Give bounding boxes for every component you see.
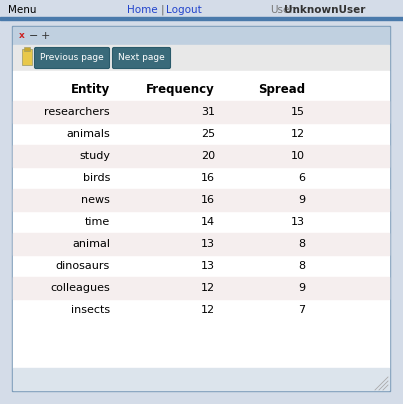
Bar <box>13 27 389 45</box>
Text: dinosaurs: dinosaurs <box>56 261 110 271</box>
Bar <box>13 71 389 368</box>
Text: User:: User: <box>270 5 297 15</box>
Text: x: x <box>19 32 25 40</box>
Bar <box>13 145 389 167</box>
Text: Spread: Spread <box>258 84 305 97</box>
Text: 6: 6 <box>298 173 305 183</box>
Text: 9: 9 <box>298 283 305 293</box>
Text: animal: animal <box>72 239 110 249</box>
Text: Entity: Entity <box>71 84 110 97</box>
Text: 16: 16 <box>201 195 215 205</box>
Text: 25: 25 <box>201 129 215 139</box>
Text: 12: 12 <box>291 129 305 139</box>
Text: 8: 8 <box>298 261 305 271</box>
Text: 13: 13 <box>201 261 215 271</box>
Bar <box>13 233 389 255</box>
Text: insects: insects <box>71 305 110 315</box>
Bar <box>13 45 389 71</box>
Text: UnknownUser: UnknownUser <box>284 5 366 15</box>
Text: 8: 8 <box>298 239 305 249</box>
Bar <box>13 368 389 390</box>
Text: Next page: Next page <box>118 53 165 63</box>
Text: researchers: researchers <box>44 107 110 117</box>
FancyBboxPatch shape <box>35 48 110 69</box>
Text: Logout: Logout <box>166 5 202 15</box>
Text: 14: 14 <box>201 217 215 227</box>
Text: |: | <box>160 5 164 15</box>
Text: news: news <box>81 195 110 205</box>
Text: study: study <box>79 151 110 161</box>
Text: +: + <box>40 31 50 41</box>
Text: time: time <box>85 217 110 227</box>
Text: Home: Home <box>127 5 158 15</box>
Text: Previous page: Previous page <box>40 53 104 63</box>
Text: 13: 13 <box>291 217 305 227</box>
Bar <box>13 189 389 211</box>
Text: Frequency: Frequency <box>146 84 215 97</box>
Text: −: − <box>29 31 39 41</box>
Text: 31: 31 <box>201 107 215 117</box>
Bar <box>24 47 30 51</box>
Text: 20: 20 <box>201 151 215 161</box>
Bar <box>13 101 389 123</box>
Text: 10: 10 <box>291 151 305 161</box>
Text: colleagues: colleagues <box>50 283 110 293</box>
Text: 12: 12 <box>201 305 215 315</box>
Text: 16: 16 <box>201 173 215 183</box>
Text: birds: birds <box>83 173 110 183</box>
Bar <box>0 17 403 20</box>
Text: 13: 13 <box>201 239 215 249</box>
Text: 7: 7 <box>298 305 305 315</box>
Text: 12: 12 <box>201 283 215 293</box>
Bar <box>22 49 32 65</box>
Text: animals: animals <box>66 129 110 139</box>
Bar <box>13 277 389 299</box>
Text: 9: 9 <box>298 195 305 205</box>
FancyBboxPatch shape <box>112 48 170 69</box>
Text: Menu: Menu <box>8 5 37 15</box>
Text: 15: 15 <box>291 107 305 117</box>
